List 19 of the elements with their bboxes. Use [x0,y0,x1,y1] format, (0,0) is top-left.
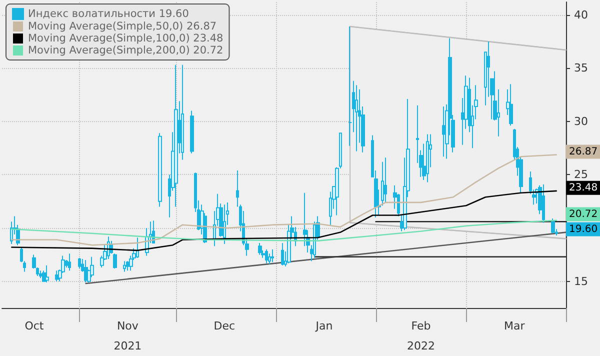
x-tick-label: Mar [504,320,526,332]
annotation: 19.60 [569,224,598,235]
x-tick-label: Feb 2022 [406,320,435,352]
legend-label: Moving Average(Simple,200,0) 20.72 [28,44,224,56]
x-tick-label: Jan [314,320,333,332]
legend-label: Moving Average(Simple,100,0) 23.48 [28,32,224,44]
data-label: 23.48 [569,182,598,194]
data-label: 26.87 [569,146,598,158]
data-label: 20.72 [569,208,598,220]
x-tick-label: Oct [24,320,44,332]
legend-label: Индекс волатильности 19.60 [28,8,189,20]
y-tick-label: 30 [574,114,588,128]
y-tick-label: 25 [574,168,588,182]
x-tick-label: Nov 2021 [114,320,142,352]
x-tick-label: Dec [214,320,236,332]
y-tick-label: 35 [574,62,588,75]
y-tick-label: 40 [574,8,588,22]
legend-label: Moving Average(Simple,50,0) 26.87 [28,20,217,32]
y-tick-label: 15 [574,274,588,288]
